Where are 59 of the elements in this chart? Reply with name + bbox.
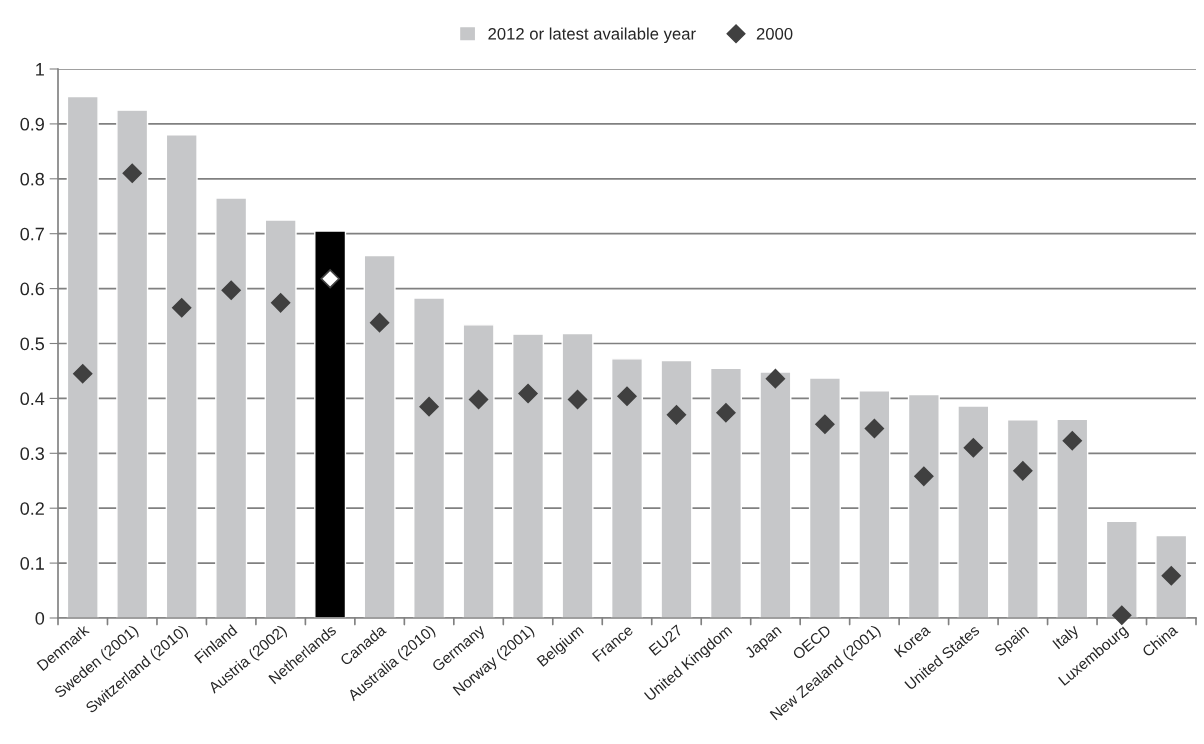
point xyxy=(567,389,588,410)
point xyxy=(172,298,192,318)
bar xyxy=(907,393,940,618)
bar xyxy=(66,95,99,618)
y-tick-label: 0.7 xyxy=(20,227,44,241)
point xyxy=(765,368,786,389)
bar xyxy=(1056,418,1089,618)
legend-label: 2000 xyxy=(756,27,793,40)
bar xyxy=(116,109,149,618)
bar xyxy=(1155,534,1188,618)
bar xyxy=(858,390,891,618)
y-tick-label: 0.6 xyxy=(20,282,45,296)
point xyxy=(369,312,390,333)
y-tick-label: 0.5 xyxy=(20,337,45,351)
point xyxy=(666,405,687,425)
legend-label: 2012 or latest available year xyxy=(488,27,696,44)
point xyxy=(1161,566,1181,586)
point xyxy=(815,414,835,434)
point xyxy=(1062,430,1082,451)
bar xyxy=(314,230,347,618)
y-tick-label: 0.2 xyxy=(20,502,44,515)
bar xyxy=(709,367,742,618)
point xyxy=(617,386,637,406)
point xyxy=(270,293,291,313)
bar xyxy=(215,197,248,618)
point xyxy=(320,269,340,289)
y-tick-label: 0.3 xyxy=(20,447,45,461)
y-tick-label: 0.4 xyxy=(20,392,45,406)
point xyxy=(468,389,489,410)
point xyxy=(419,396,439,417)
y-tick-label: 0 xyxy=(35,611,45,625)
bar xyxy=(610,358,644,618)
point xyxy=(1112,605,1132,625)
y-tick-label: 1 xyxy=(36,63,44,76)
bar xyxy=(1105,520,1138,618)
point xyxy=(716,402,736,423)
bar xyxy=(165,134,198,618)
point xyxy=(73,364,93,384)
bar xyxy=(759,371,792,618)
bar xyxy=(512,333,545,618)
bar xyxy=(264,219,297,618)
bar xyxy=(561,332,594,618)
point xyxy=(864,418,885,439)
bar xyxy=(1006,419,1039,618)
bar xyxy=(957,405,990,618)
bar xyxy=(808,377,841,618)
y-tick-label: 0.8 xyxy=(20,172,45,186)
point xyxy=(221,280,241,300)
bar xyxy=(462,324,495,618)
point xyxy=(914,466,934,487)
point xyxy=(518,383,538,404)
y-tick-label: 0.9 xyxy=(20,117,44,131)
point xyxy=(122,163,142,183)
bar xyxy=(660,359,693,618)
point xyxy=(1013,461,1033,481)
bar xyxy=(413,297,446,618)
bar xyxy=(363,254,396,618)
y-tick-label: 0.1 xyxy=(20,557,44,570)
point xyxy=(963,438,984,458)
